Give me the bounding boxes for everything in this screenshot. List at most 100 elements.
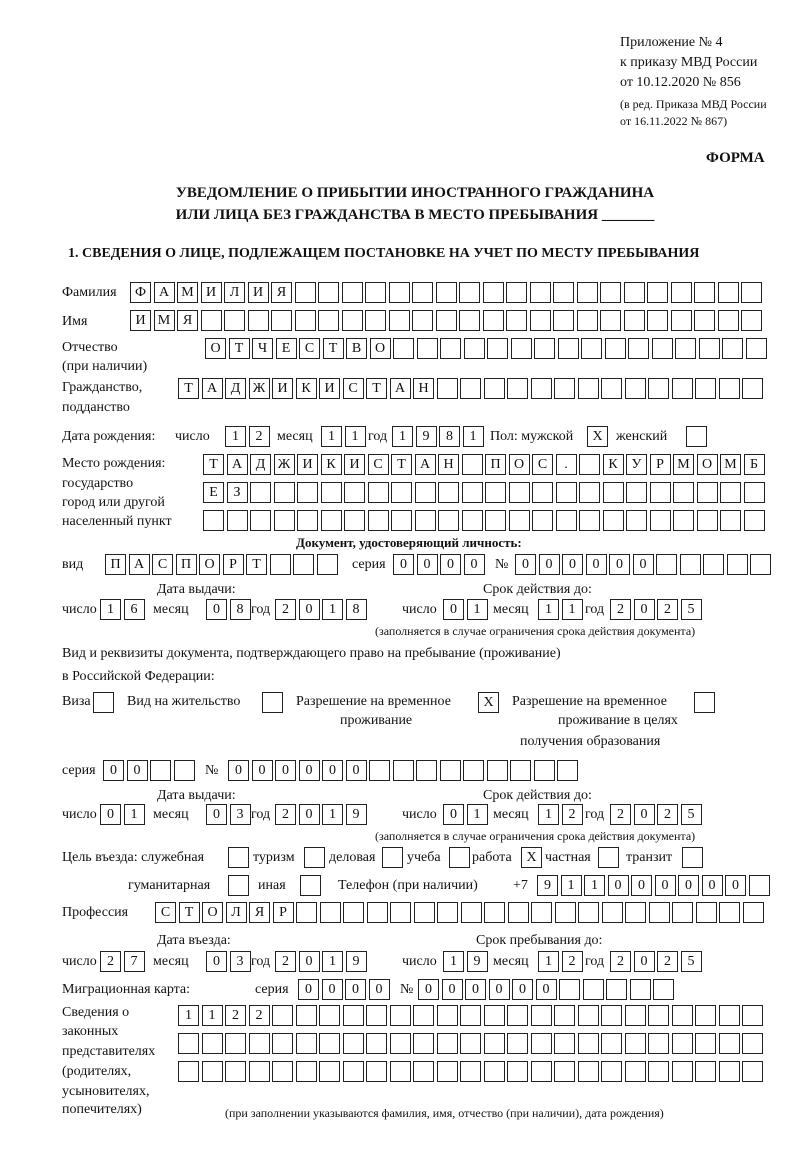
char-box[interactable] bbox=[365, 282, 386, 303]
char-box[interactable] bbox=[653, 979, 674, 1000]
char-box[interactable]: А bbox=[153, 282, 175, 303]
char-box[interactable] bbox=[440, 338, 461, 359]
char-box[interactable] bbox=[559, 979, 580, 1000]
char-box[interactable] bbox=[319, 1005, 340, 1026]
char-box[interactable] bbox=[460, 1061, 481, 1082]
char-box[interactable] bbox=[651, 338, 673, 359]
char-box[interactable] bbox=[530, 378, 552, 399]
char-box[interactable] bbox=[294, 282, 316, 303]
char-box[interactable] bbox=[576, 310, 598, 331]
char-box[interactable] bbox=[532, 482, 553, 503]
char-box[interactable] bbox=[366, 1061, 387, 1082]
char-box[interactable] bbox=[671, 1033, 693, 1054]
char-box[interactable] bbox=[670, 310, 692, 331]
char-box[interactable] bbox=[486, 760, 508, 781]
char-box[interactable]: И bbox=[344, 454, 365, 475]
char-box[interactable] bbox=[226, 510, 248, 531]
char-box[interactable] bbox=[629, 979, 651, 1000]
char-box[interactable]: 0 bbox=[562, 554, 583, 575]
reps-row-3[interactable] bbox=[178, 1061, 766, 1082]
char-box[interactable]: 8 bbox=[229, 599, 251, 620]
char-box[interactable] bbox=[150, 760, 171, 781]
char-box[interactable] bbox=[273, 482, 295, 503]
char-box[interactable]: 0 bbox=[631, 875, 652, 896]
char-box[interactable]: А bbox=[389, 378, 411, 399]
char-box[interactable]: 0 bbox=[275, 760, 296, 781]
char-box[interactable] bbox=[344, 510, 365, 531]
char-box[interactable]: К bbox=[295, 378, 317, 399]
char-box[interactable] bbox=[718, 1061, 740, 1082]
char-box[interactable] bbox=[530, 1061, 552, 1082]
char-box[interactable] bbox=[600, 310, 621, 331]
char-box[interactable] bbox=[507, 1005, 528, 1026]
char-box[interactable] bbox=[485, 482, 506, 503]
char-box[interactable]: А bbox=[414, 454, 436, 475]
sex-male-checkbox[interactable]: X bbox=[587, 426, 611, 447]
char-box[interactable] bbox=[413, 1005, 434, 1026]
char-box[interactable] bbox=[554, 1061, 575, 1082]
char-box[interactable] bbox=[672, 902, 693, 923]
char-box[interactable] bbox=[438, 482, 459, 503]
char-box[interactable] bbox=[247, 310, 269, 331]
char-box[interactable] bbox=[461, 510, 483, 531]
char-box[interactable]: 0 bbox=[585, 554, 607, 575]
char-box[interactable]: Т bbox=[178, 902, 200, 923]
char-box[interactable] bbox=[671, 1005, 693, 1026]
char-box[interactable] bbox=[318, 282, 339, 303]
char-box[interactable]: 0 bbox=[345, 979, 366, 1000]
char-box[interactable]: 5 bbox=[680, 599, 702, 620]
char-box[interactable] bbox=[483, 1005, 505, 1026]
char-box[interactable]: Т bbox=[366, 378, 387, 399]
char-box[interactable]: 2 bbox=[275, 804, 296, 825]
char-box[interactable]: 2 bbox=[561, 804, 583, 825]
char-box[interactable] bbox=[670, 282, 692, 303]
char-box[interactable] bbox=[414, 510, 436, 531]
char-box[interactable] bbox=[696, 482, 718, 503]
char-box[interactable] bbox=[262, 692, 283, 713]
char-box[interactable] bbox=[578, 902, 599, 923]
char-box[interactable] bbox=[532, 510, 553, 531]
char-box[interactable] bbox=[742, 1005, 763, 1026]
char-box[interactable]: 0 bbox=[488, 979, 510, 1000]
char-box[interactable]: М bbox=[153, 310, 175, 331]
char-box[interactable] bbox=[557, 760, 578, 781]
char-box[interactable]: 1 bbox=[322, 804, 343, 825]
char-box[interactable] bbox=[460, 1005, 481, 1026]
char-box[interactable] bbox=[726, 554, 748, 575]
char-box[interactable]: 2 bbox=[657, 599, 678, 620]
char-box[interactable] bbox=[436, 1033, 458, 1054]
char-box[interactable] bbox=[389, 1033, 411, 1054]
char-box[interactable]: Л bbox=[224, 282, 245, 303]
char-box[interactable] bbox=[393, 338, 414, 359]
char-box[interactable] bbox=[382, 847, 403, 868]
char-box[interactable]: 0 bbox=[368, 979, 390, 1000]
purpose-transit-checkbox[interactable] bbox=[682, 847, 706, 868]
char-box[interactable] bbox=[436, 378, 458, 399]
char-box[interactable] bbox=[601, 1005, 622, 1026]
char-box[interactable]: Е bbox=[275, 338, 297, 359]
char-box[interactable]: 0 bbox=[465, 979, 486, 1000]
char-box[interactable] bbox=[624, 1033, 646, 1054]
char-box[interactable]: 0 bbox=[463, 554, 485, 575]
char-box[interactable] bbox=[742, 902, 764, 923]
char-box[interactable]: 1 bbox=[322, 599, 343, 620]
char-box[interactable] bbox=[529, 282, 551, 303]
char-box[interactable] bbox=[624, 378, 646, 399]
char-box[interactable]: 3 bbox=[229, 951, 251, 972]
char-box[interactable]: Т bbox=[391, 454, 412, 475]
char-box[interactable]: Ж bbox=[273, 454, 295, 475]
purpose-private-checkbox[interactable] bbox=[598, 847, 622, 868]
char-box[interactable] bbox=[648, 1033, 669, 1054]
char-box[interactable] bbox=[388, 282, 410, 303]
char-box[interactable]: Ч bbox=[252, 338, 273, 359]
char-box[interactable] bbox=[482, 282, 504, 303]
char-box[interactable] bbox=[459, 310, 480, 331]
char-box[interactable] bbox=[648, 902, 670, 923]
char-box[interactable]: У bbox=[626, 454, 647, 475]
